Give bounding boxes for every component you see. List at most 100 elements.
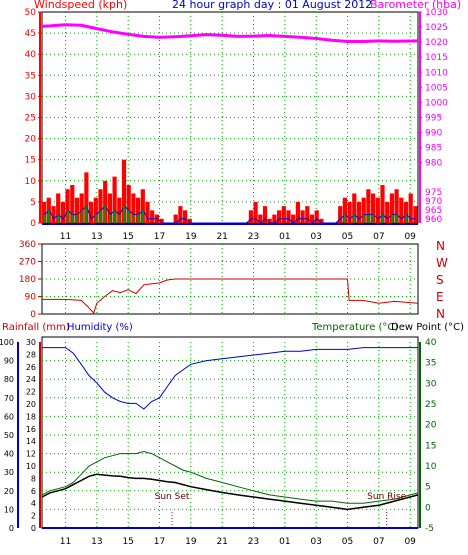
wind-direction-bar <box>94 214 97 223</box>
time-tick-label: 15 <box>122 537 133 547</box>
wind-tick-label: 25 <box>25 114 36 124</box>
humidity-tick-label: 60 <box>4 412 14 421</box>
wind-gust-bar <box>74 197 80 223</box>
wind-direction-bar <box>372 214 375 223</box>
time-tick-label: 03 <box>310 537 321 547</box>
time-tick-label: 09 <box>404 537 416 547</box>
humidity-axis: 0 10 20 30 40 50 60 70 80 90 100 <box>0 338 19 533</box>
humidity-line <box>42 347 418 410</box>
temperature-tick-label: 5 <box>425 483 431 493</box>
sun-annotations: Sun Set Sun Rise <box>155 492 407 528</box>
wind-direction-bar <box>118 214 121 223</box>
temperature-line <box>41 450 419 504</box>
wind-direction-bar <box>395 214 398 223</box>
wind-direction-bar <box>66 210 69 223</box>
time-tick-label: 19 <box>185 537 197 547</box>
rainfall-tick-label: 12 <box>26 450 36 459</box>
time-tick-label: 21 <box>216 537 227 547</box>
wind-direction-bar <box>127 210 130 223</box>
wind-gust-bar <box>79 193 84 223</box>
baro-tick-label: 985 <box>425 144 442 154</box>
wind-direction-bar <box>141 210 144 223</box>
wind-gust-bar <box>385 201 390 223</box>
wind-gust-bar <box>366 189 371 223</box>
humidity-title: Humidity (%) <box>67 322 133 333</box>
humidity-tick-label: 10 <box>4 505 14 514</box>
time-tick-label: 05 <box>342 232 353 242</box>
wind-gust-bar <box>380 185 385 223</box>
wind-gust-bar <box>173 214 178 223</box>
baro-tick-label: 975 <box>425 188 442 198</box>
wind-tick-label: 5 <box>30 198 36 208</box>
time-axis-3: 11 13 15 17 19 21 23 01 03 05 07 09 <box>42 527 418 547</box>
wind-gust-bar <box>112 176 117 223</box>
rainfall-title: Rainfall (mm) <box>2 322 70 333</box>
sun-event-label: Sun Set <box>155 492 190 502</box>
wind-gust-bar <box>117 197 122 223</box>
direction-tick-label: 360 <box>19 240 36 250</box>
wind-gust-bar <box>389 193 394 223</box>
baro-tick-label: 965 <box>425 206 442 216</box>
baro-tick-label: 1025 <box>425 23 448 33</box>
humidity-tick-label: 100 <box>0 338 14 347</box>
wind-gust-bar <box>295 201 300 223</box>
wind-direction-bar <box>390 214 393 223</box>
wind-gust-bar <box>183 210 188 223</box>
time-tick-label: 15 <box>122 232 133 242</box>
wind-gust-bar <box>56 193 61 223</box>
rainfall-tick-label: 22 <box>26 388 36 397</box>
wind-gust-bar <box>394 189 399 223</box>
wind-gust-bar <box>98 189 103 223</box>
time-tick-label: 21 <box>216 232 227 242</box>
wind-direction-bar <box>405 214 407 223</box>
wind-gust-bar <box>403 201 409 223</box>
wind-gust-bar <box>140 189 145 223</box>
dewpoint-line <box>41 473 419 511</box>
wind-gust-bar <box>277 210 282 223</box>
baro-tick-label: 1010 <box>425 68 448 78</box>
barometer-title: Barometer (hba) <box>370 0 461 11</box>
dewpoint-title: Dew Point (°C) <box>391 322 464 333</box>
wind-gust-bar <box>187 218 192 223</box>
wind-tick-label: 15 <box>25 156 36 166</box>
humidity-tick-label: 80 <box>4 375 14 384</box>
rainfall-tick-label: 4 <box>31 499 36 508</box>
rainfall-tick-label: 6 <box>31 487 36 496</box>
time-tick-label: 23 <box>248 232 259 242</box>
wind-direction-bar <box>47 210 50 223</box>
time-tick-label: 13 <box>91 537 102 547</box>
wind-direction-bar <box>113 210 116 223</box>
baro-tick-label: 1015 <box>425 53 448 63</box>
wind-gust-bar <box>159 218 164 223</box>
time-tick-label: 17 <box>154 232 165 242</box>
baro-tick-label: 995 <box>425 114 442 124</box>
wind-tick-label: 0 <box>30 219 36 229</box>
wind-gust-bar <box>126 185 131 223</box>
wind-tick-label: 50 <box>25 8 37 18</box>
time-tick-label: 17 <box>154 537 165 547</box>
humidity-tick-label: 50 <box>4 431 14 440</box>
rainfall-tick-label: 24 <box>26 375 36 384</box>
wind-gust-bar <box>150 210 155 223</box>
humidity-tick-label: 30 <box>4 468 14 477</box>
humidity-tick-label: 90 <box>4 357 14 366</box>
wind-gust-bar <box>131 193 136 223</box>
wind-direction-bar <box>123 206 125 223</box>
wind-tick-label: 45 <box>25 29 36 39</box>
time-tick-label: 11 <box>60 537 71 547</box>
rainfall-tick-label: 18 <box>26 412 36 421</box>
wind-gust-bar <box>342 197 347 223</box>
time-tick-label: 13 <box>91 232 102 242</box>
wind-bars <box>42 159 418 224</box>
time-tick-label: 03 <box>310 232 321 242</box>
temperature-tick-label: 0 <box>425 503 431 513</box>
barometer-axis: 980 985 990 995 1000 1005 1010 1015 1020 1025 1030… <box>418 8 448 225</box>
rainfall-tick-label: 0 <box>31 524 36 533</box>
compass-label: W <box>436 256 448 270</box>
